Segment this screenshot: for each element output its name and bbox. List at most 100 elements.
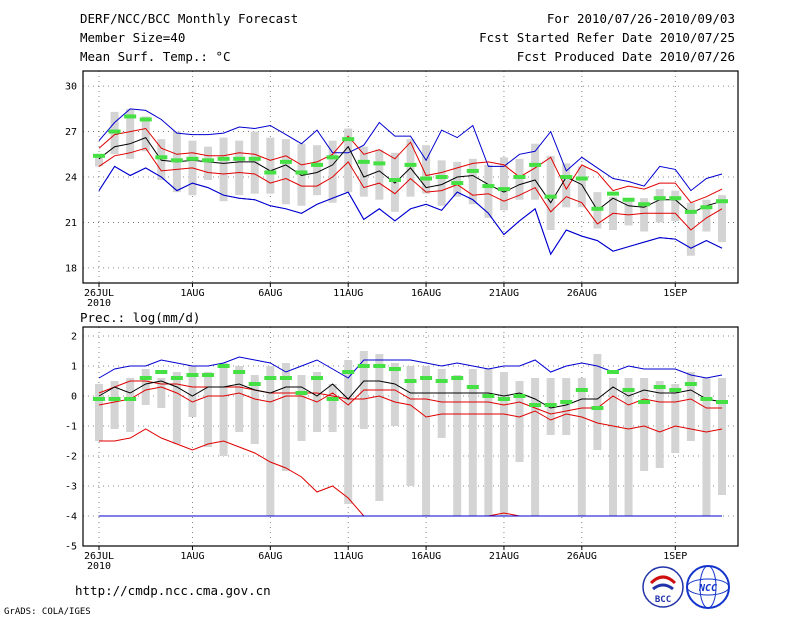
series-line-p-low xyxy=(98,147,723,231)
ensemble-box xyxy=(219,363,228,456)
observed-marker xyxy=(669,196,682,201)
ensemble-box xyxy=(515,381,524,462)
ensemble-box xyxy=(344,128,353,193)
ensemble-box xyxy=(453,375,462,516)
observed-marker xyxy=(638,202,651,207)
ensemble-box xyxy=(718,378,726,495)
observed-marker xyxy=(544,403,557,407)
ensemble-box xyxy=(359,146,368,197)
observed-marker xyxy=(575,388,588,392)
series-line-p-high xyxy=(98,380,723,433)
ensemble-box xyxy=(531,378,540,516)
observed-marker xyxy=(684,382,697,386)
fcst-started-date: Fcst Started Refer Date 2010/07/25 xyxy=(479,30,735,45)
ensemble-box xyxy=(390,152,399,212)
ensemble-box xyxy=(468,369,477,516)
y-tick-label: 27 xyxy=(65,127,77,138)
series-line-min xyxy=(98,165,723,256)
ncc-logo: NCC xyxy=(686,565,730,609)
ensemble-box xyxy=(702,378,711,516)
ensemble-box xyxy=(422,366,431,516)
ensemble-box xyxy=(562,163,571,208)
ensemble-box xyxy=(702,199,711,232)
ensemble-box xyxy=(313,145,322,196)
ensemble-box xyxy=(640,198,649,232)
ensemble-box xyxy=(577,378,586,516)
observed-marker xyxy=(622,197,635,202)
ensemble-box xyxy=(437,160,446,206)
observed-marker xyxy=(684,209,697,214)
observed-marker xyxy=(155,155,168,160)
observed-marker xyxy=(466,385,479,389)
observed-marker xyxy=(482,184,495,189)
ensemble-box xyxy=(281,139,290,205)
y-tick-label: -4 xyxy=(65,512,77,523)
ensemble-box xyxy=(593,354,602,450)
ensemble-box xyxy=(157,378,166,408)
observed-marker xyxy=(295,391,308,395)
ensemble-box xyxy=(219,137,228,202)
observed-marker xyxy=(716,400,728,404)
ensemble-box xyxy=(204,372,213,447)
ensemble-box xyxy=(141,369,150,405)
observed-marker xyxy=(575,176,588,181)
y-tick-label: 1 xyxy=(71,362,77,373)
ensemble-box xyxy=(204,146,213,181)
observed-marker xyxy=(326,397,339,401)
observed-marker xyxy=(529,162,542,167)
observed-marker xyxy=(560,175,573,179)
ensemble-box xyxy=(141,116,150,152)
ensemble-box xyxy=(577,166,586,208)
x-tick-label: 26JUL xyxy=(84,288,114,299)
observed-marker xyxy=(186,156,199,161)
observed-marker xyxy=(669,388,682,392)
x-tick-year: 2010 xyxy=(87,298,111,309)
observed-marker xyxy=(202,373,215,377)
ensemble-box xyxy=(266,137,275,194)
y-tick-label: 18 xyxy=(65,263,77,274)
observed-marker xyxy=(217,156,230,161)
x-tick-label: 16AUG xyxy=(411,551,441,562)
ensemble-box xyxy=(110,381,119,429)
observed-marker xyxy=(124,114,137,119)
ensemble-box xyxy=(406,366,415,486)
observed-marker xyxy=(311,376,324,380)
source-url[interactable]: http://cmdp.ncc.cma.gov.cn xyxy=(75,583,271,598)
y-tick-label: -1 xyxy=(65,422,77,433)
ensemble-box xyxy=(235,366,244,432)
ensemble-box xyxy=(671,190,680,221)
observed-marker xyxy=(170,376,183,380)
ensemble-box xyxy=(531,143,540,200)
observed-marker xyxy=(388,367,401,371)
ensemble-box xyxy=(640,378,649,471)
observed-marker xyxy=(560,400,573,404)
precip-panel-title: Prec.: log(mm/d) xyxy=(80,310,200,325)
bcc-logo: BCC xyxy=(642,566,684,608)
y-tick-label: 21 xyxy=(65,218,77,229)
chart-title: DERF/NCC/BCC Monthly Forecast xyxy=(80,11,298,26)
observed-marker xyxy=(170,158,183,163)
ensemble-box xyxy=(453,161,462,197)
ensemble-box xyxy=(624,198,633,226)
ensemble-box xyxy=(546,155,555,230)
bcc-logo-text: BCC xyxy=(655,595,671,605)
observed-marker xyxy=(373,364,386,368)
y-tick-label: -3 xyxy=(65,482,77,493)
variable-label: Mean Surf. Temp.: °C xyxy=(80,49,231,64)
observed-marker xyxy=(529,403,542,407)
plot-frame xyxy=(82,326,739,547)
observed-marker xyxy=(93,153,105,158)
observed-marker xyxy=(451,376,464,380)
ensemble-box xyxy=(686,372,695,441)
ensemble-box xyxy=(655,189,664,223)
x-tick-label: 6AUG xyxy=(258,288,282,299)
ensemble-box xyxy=(562,378,571,435)
ensemble-box xyxy=(95,157,103,167)
ensemble-box xyxy=(422,145,431,194)
observed-marker xyxy=(420,376,433,380)
observed-marker xyxy=(326,155,339,160)
ensemble-box xyxy=(328,384,337,432)
x-tick-label: 21AUG xyxy=(489,288,519,299)
y-tick-label: 0 xyxy=(71,392,77,403)
